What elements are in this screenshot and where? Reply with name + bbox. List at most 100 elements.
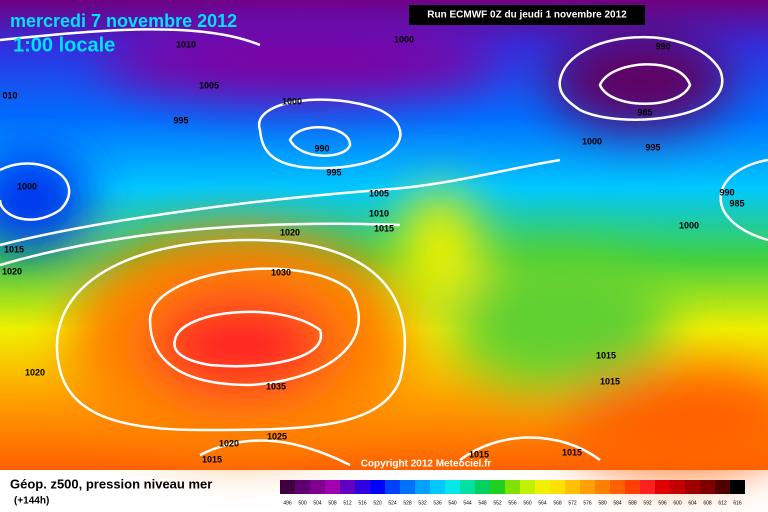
map-subtitle: 1:00 locale xyxy=(13,34,115,56)
legend-swatch xyxy=(565,480,580,494)
legend-swatch xyxy=(505,480,520,494)
legend-swatch xyxy=(595,480,610,494)
legend-label: 528 xyxy=(403,500,412,506)
isobar-label: 990 xyxy=(719,187,734,197)
legend-swatch xyxy=(580,480,595,494)
isobar-label: 1020 xyxy=(219,438,239,448)
legend-swatch xyxy=(385,480,400,494)
legend-swatch xyxy=(415,480,430,494)
legend-swatch xyxy=(445,480,460,494)
legend-swatch xyxy=(550,480,565,494)
legend-label: 604 xyxy=(688,500,697,506)
isobar-label: 1015 xyxy=(374,223,394,233)
legend-swatch xyxy=(655,480,670,494)
isobar-label: 1020 xyxy=(25,367,45,377)
isobar-label: 1020 xyxy=(2,266,22,276)
legend-swatch xyxy=(460,480,475,494)
isobar-label: 1000 xyxy=(582,136,602,146)
legend-label: 552 xyxy=(493,500,502,506)
legend-label: 600 xyxy=(673,500,682,506)
legend-label: 504 xyxy=(313,500,322,506)
legend-label: 568 xyxy=(553,500,562,506)
legend-swatch xyxy=(370,480,385,494)
legend-label: 548 xyxy=(478,500,487,506)
legend-label: 596 xyxy=(658,500,667,506)
run-info: Run ECMWF 0Z du jeudi 1 novembre 2012 xyxy=(427,10,627,21)
legend-swatch xyxy=(730,480,745,494)
isobar-label: 1015 xyxy=(4,244,24,254)
footer-lead: (+144h) xyxy=(14,496,49,507)
legend-swatch xyxy=(280,480,295,494)
isobar-label: 990 xyxy=(314,143,329,153)
legend-swatch xyxy=(640,480,655,494)
isobar-label: 1020 xyxy=(280,227,300,237)
legend-label: 520 xyxy=(373,500,382,506)
isobar-label: 1025 xyxy=(267,431,287,441)
isobar-label: 995 xyxy=(173,115,188,125)
isobar-label: 1015 xyxy=(562,447,582,457)
isobar-label: 1010 xyxy=(176,39,196,49)
isobar-label: 1030 xyxy=(271,267,291,277)
legend-swatch xyxy=(715,480,730,494)
copyright: Copyright 2012 Meteociel.fr xyxy=(361,459,492,470)
isobar-label: 985 xyxy=(729,198,744,208)
legend-label: 524 xyxy=(388,500,397,506)
isobar-label: 1010 xyxy=(369,208,389,218)
isobar-label: 1015 xyxy=(469,449,489,459)
legend-label: 576 xyxy=(583,500,592,506)
legend-swatch xyxy=(625,480,640,494)
legend-swatch xyxy=(475,480,490,494)
isobar-label: 1005 xyxy=(199,80,219,90)
legend-swatch xyxy=(325,480,340,494)
legend-label: 572 xyxy=(568,500,577,506)
footer-title: Géop. z500, pression niveau mer xyxy=(10,476,212,491)
isobar-label: 1000 xyxy=(679,220,699,230)
legend-label: 512 xyxy=(343,500,352,506)
legend-swatch xyxy=(535,480,550,494)
legend-swatch xyxy=(490,480,505,494)
legend-swatch xyxy=(670,480,685,494)
isobar-label: 1015 xyxy=(600,376,620,386)
isobar-label: 010 xyxy=(2,90,17,100)
legend-label: 560 xyxy=(523,500,532,506)
legend-swatch xyxy=(340,480,355,494)
map-title: mercredi 7 novembre 2012 xyxy=(10,11,237,31)
isobar-label: 1000 xyxy=(17,181,37,191)
legend-label: 612 xyxy=(718,500,727,506)
legend-swatch xyxy=(610,480,625,494)
legend-label: 580 xyxy=(598,500,607,506)
legend-label: 500 xyxy=(298,500,307,506)
legend-label: 540 xyxy=(448,500,457,506)
isobars xyxy=(0,28,768,467)
legend-label: 532 xyxy=(418,500,427,506)
isobar-label: 1015 xyxy=(202,454,222,464)
legend-label: 536 xyxy=(433,500,442,506)
isobar-label: 995 xyxy=(645,142,660,152)
legend-swatch xyxy=(700,480,715,494)
legend-swatch xyxy=(355,480,370,494)
legend-label: 544 xyxy=(463,500,472,506)
legend-label: 588 xyxy=(628,500,637,506)
legend-label: 516 xyxy=(358,500,367,506)
legend-swatch xyxy=(295,480,310,494)
legend-label: 608 xyxy=(703,500,712,506)
isobar-label: 995 xyxy=(326,167,341,177)
legend-swatch xyxy=(400,480,415,494)
legend-swatch xyxy=(310,480,325,494)
isobar-label: 1035 xyxy=(266,381,286,391)
legend-label: 556 xyxy=(508,500,517,506)
legend-swatch xyxy=(430,480,445,494)
legend-label: 564 xyxy=(538,500,547,506)
run-box xyxy=(409,5,645,25)
legend-label: 584 xyxy=(613,500,622,506)
legend-swatch xyxy=(520,480,535,494)
legend-label: 508 xyxy=(328,500,337,506)
isobar-label: 1005 xyxy=(369,188,389,198)
legend-label: 592 xyxy=(643,500,652,506)
legend-label: 496 xyxy=(283,500,292,506)
isobar-label: 1000 xyxy=(394,34,414,44)
isobar-label: 990 xyxy=(655,41,670,51)
isobar-label: 985 xyxy=(637,107,652,117)
legend-swatch xyxy=(685,480,700,494)
